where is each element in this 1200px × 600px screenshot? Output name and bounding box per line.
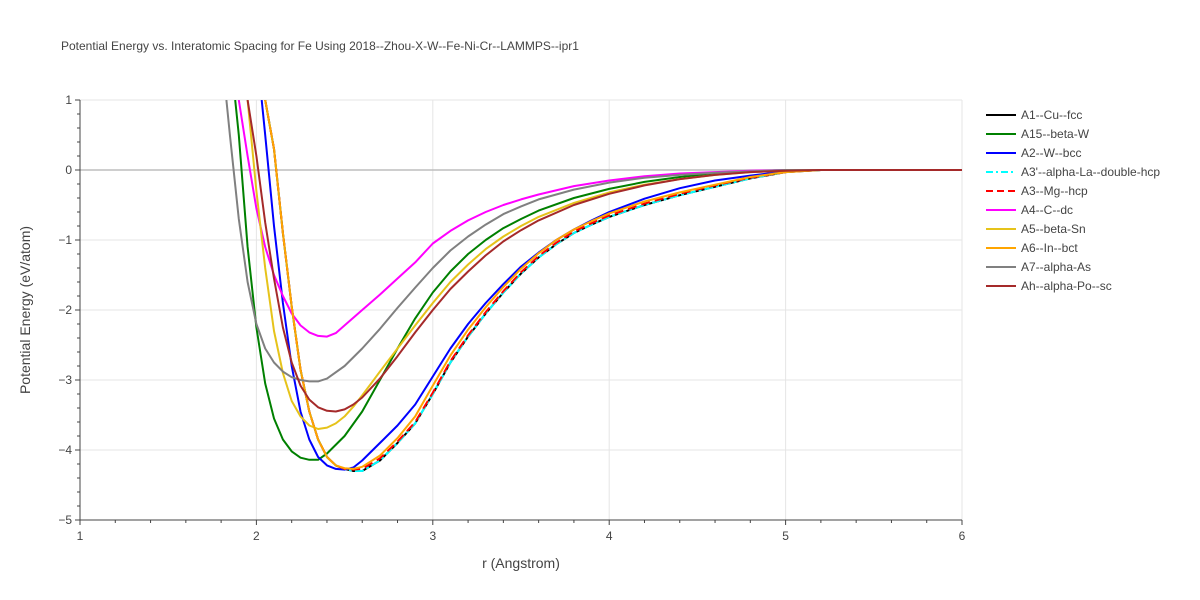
y-tick-label: −5 bbox=[58, 513, 72, 527]
y-tick-label: −3 bbox=[58, 373, 72, 387]
legend-label: A1--Cu--fcc bbox=[1021, 108, 1082, 122]
legend-item[interactable]: A2--W--bcc bbox=[986, 146, 1081, 160]
legend-label: A6--In--bct bbox=[1021, 241, 1078, 255]
legend-label: Ah--alpha-Po--sc bbox=[1021, 279, 1112, 293]
series-line-5 bbox=[237, 100, 962, 338]
series-line-8 bbox=[225, 100, 962, 383]
x-tick-label: 5 bbox=[782, 529, 789, 543]
legend-label: A15--beta-W bbox=[1021, 127, 1090, 141]
chart-title: Potential Energy vs. Interatomic Spacing… bbox=[61, 39, 579, 53]
series-line-2 bbox=[260, 100, 962, 471]
legend-label: A4--C--dc bbox=[1021, 203, 1073, 217]
x-tick-label: 1 bbox=[77, 529, 84, 543]
y-tick-label: −4 bbox=[58, 443, 72, 457]
series-line-0 bbox=[264, 100, 962, 472]
axes: 1 2 3 4 5 6 1 0 −1 −2 −3 −4 −5 bbox=[58, 93, 965, 543]
legend-label: A7--alpha-As bbox=[1021, 260, 1091, 274]
x-tick-label: 2 bbox=[253, 529, 260, 543]
x-axis-title: r (Angstrom) bbox=[482, 555, 560, 571]
legend[interactable]: A1--Cu--fcc A15--beta-W A2--W--bcc A3'--alp… bbox=[986, 108, 1160, 293]
series-line-4 bbox=[264, 100, 962, 471]
series-layer bbox=[225, 100, 962, 472]
y-tick-label: −2 bbox=[58, 303, 72, 317]
legend-item[interactable]: A7--alpha-As bbox=[986, 260, 1091, 274]
x-tick-label: 4 bbox=[606, 529, 613, 543]
x-tick-label: 3 bbox=[429, 529, 436, 543]
legend-item[interactable]: A6--In--bct bbox=[986, 241, 1078, 255]
legend-item[interactable]: Ah--alpha-Po--sc bbox=[986, 279, 1112, 293]
series-line-7 bbox=[264, 100, 962, 470]
series-line-3 bbox=[264, 100, 962, 472]
series-line-1 bbox=[234, 100, 962, 461]
legend-label: A5--beta-Sn bbox=[1021, 222, 1086, 236]
y-tick-label: 0 bbox=[65, 163, 72, 177]
legend-item[interactable]: A3--Mg--hcp bbox=[986, 184, 1088, 198]
legend-item[interactable]: A5--beta-Sn bbox=[986, 222, 1086, 236]
legend-label: A2--W--bcc bbox=[1021, 146, 1081, 160]
legend-item[interactable]: A15--beta-W bbox=[986, 127, 1090, 141]
legend-label: A3'--alpha-La--double-hcp bbox=[1021, 165, 1160, 179]
y-axis-title: Potential Energy (eV/atom) bbox=[17, 226, 33, 394]
legend-item[interactable]: A4--C--dc bbox=[986, 203, 1073, 217]
grid bbox=[80, 99, 963, 520]
x-tick-label: 6 bbox=[959, 529, 966, 543]
legend-label: A3--Mg--hcp bbox=[1021, 184, 1088, 198]
y-tick-label: 1 bbox=[65, 93, 72, 107]
series-line-9 bbox=[246, 100, 962, 413]
y-tick-label: −1 bbox=[58, 233, 72, 247]
legend-item[interactable]: A1--Cu--fcc bbox=[986, 108, 1082, 122]
legend-item[interactable]: A3'--alpha-La--double-hcp bbox=[986, 165, 1160, 179]
